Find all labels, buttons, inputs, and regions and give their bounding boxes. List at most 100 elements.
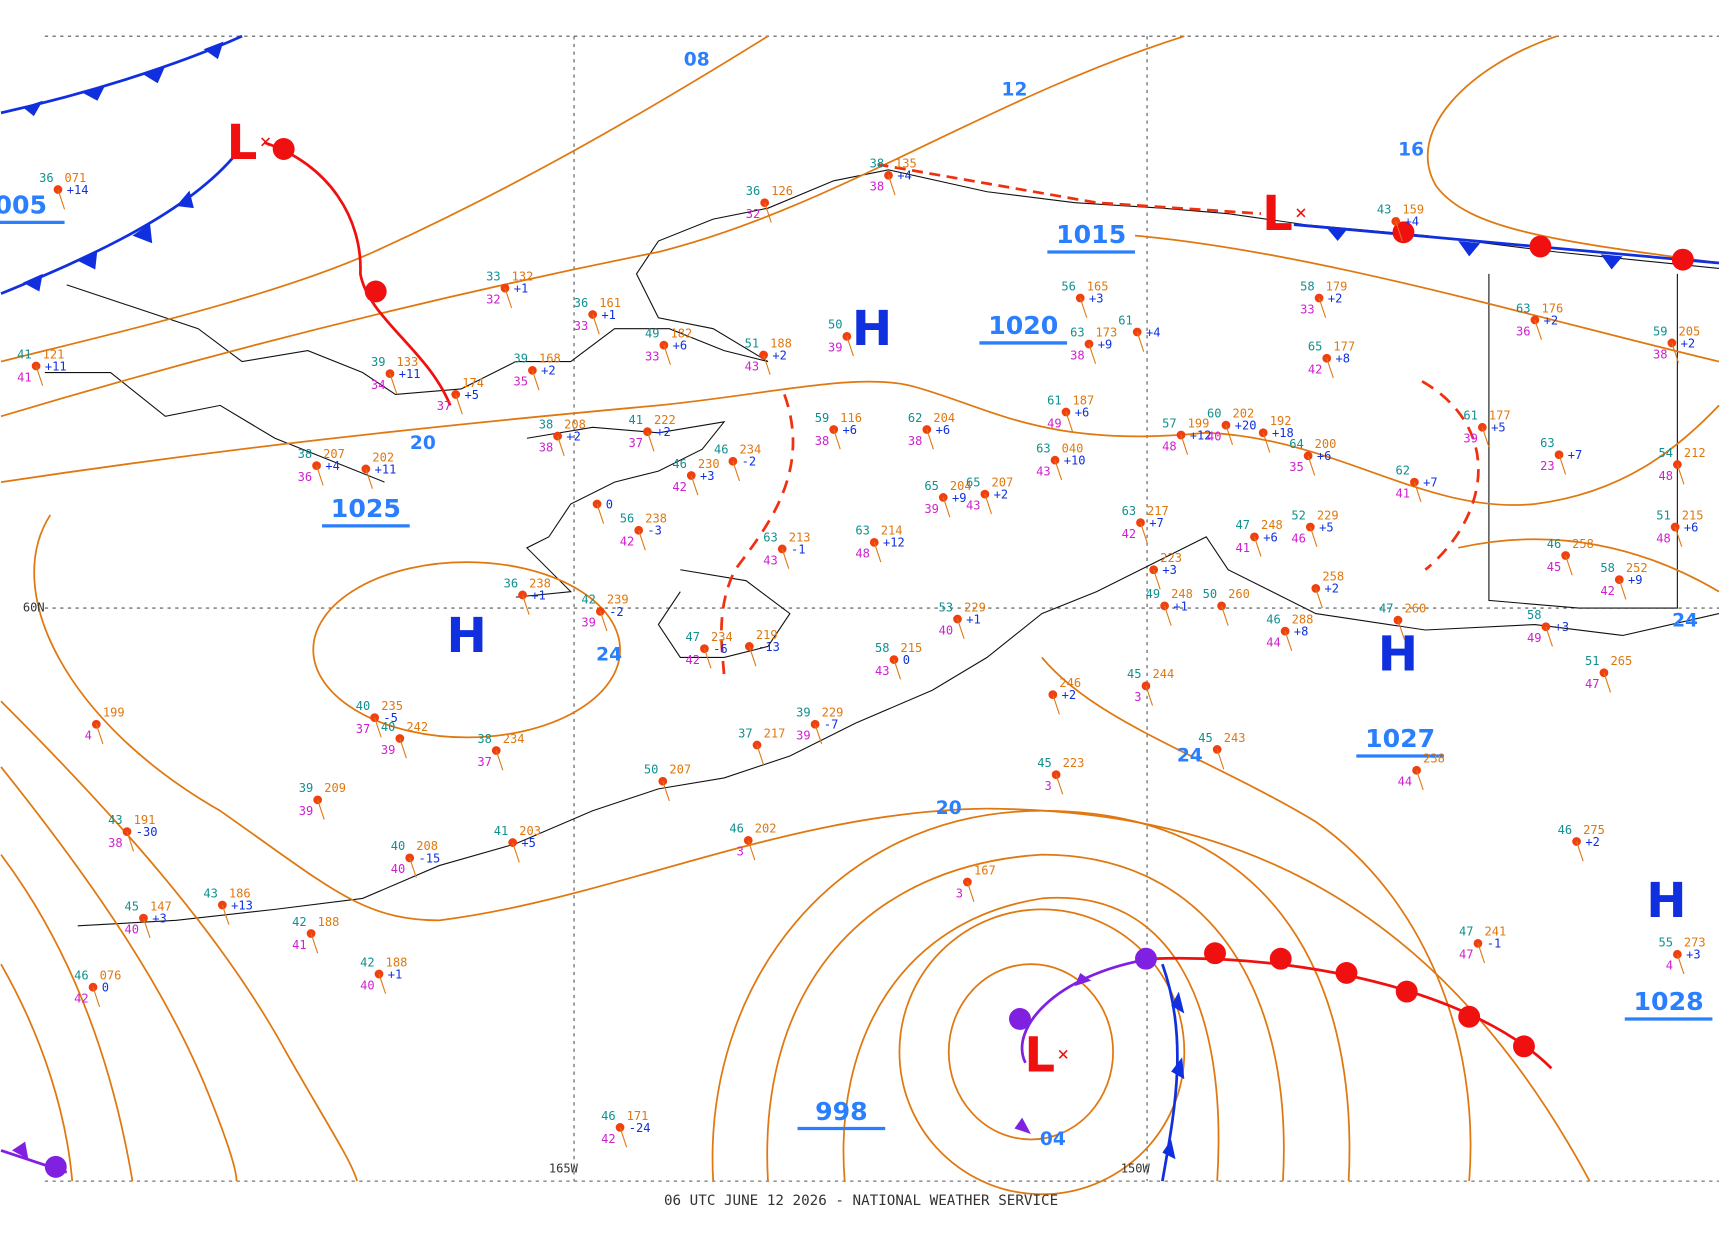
pressure: 202 bbox=[1233, 406, 1255, 420]
temperature: 65 bbox=[1308, 340, 1323, 354]
wind-barb bbox=[781, 548, 790, 569]
station: 246+2 bbox=[1048, 676, 1081, 715]
station: 63 173+9 38 bbox=[1070, 325, 1117, 364]
wind-barb bbox=[1065, 411, 1074, 432]
station: 36 161+1 33 bbox=[574, 296, 621, 335]
dewpoint: 43 bbox=[745, 359, 760, 373]
station-marker bbox=[1530, 315, 1540, 325]
pressure: 116 bbox=[840, 411, 862, 425]
dewpoint: 39 bbox=[1463, 432, 1478, 446]
station: 39 133+11 34 bbox=[371, 355, 420, 394]
temperature: 46 bbox=[672, 457, 687, 471]
wind-barb bbox=[512, 842, 520, 863]
pressure-change: +11 bbox=[375, 462, 397, 476]
station-marker bbox=[1473, 938, 1483, 948]
temperature: 57 bbox=[1162, 416, 1177, 430]
station: 192+18 bbox=[1258, 414, 1294, 453]
pressure: 234 bbox=[711, 630, 733, 644]
temperature: 39 bbox=[299, 781, 314, 795]
station: 65 177+8 42 bbox=[1308, 340, 1355, 379]
station: 46 202 3 bbox=[729, 822, 777, 861]
station: 47 234-6 42 bbox=[686, 630, 733, 669]
wind-barb bbox=[1671, 342, 1679, 363]
temperature: 38 bbox=[477, 732, 492, 746]
pressure: 199 bbox=[1188, 416, 1210, 430]
dewpoint: 35 bbox=[1289, 460, 1304, 474]
pressure-change: +8 bbox=[1294, 624, 1309, 638]
station: 42 239-2 39 bbox=[581, 593, 629, 632]
wind-barb bbox=[504, 287, 513, 309]
dewpoint: 39 bbox=[381, 743, 396, 757]
station: 36 071+14 bbox=[39, 171, 89, 210]
pressure-change: +7 bbox=[1149, 516, 1164, 530]
temperature: 37 bbox=[738, 726, 753, 740]
temperature: 59 bbox=[815, 411, 830, 425]
station-marker bbox=[1410, 477, 1419, 487]
isobar-label: 08 bbox=[684, 50, 710, 71]
station: 40 235-5 37 bbox=[356, 699, 403, 738]
pressure-change: +2 bbox=[1325, 582, 1340, 596]
pressure: 177 bbox=[1489, 409, 1511, 423]
dewpoint: 40 bbox=[1207, 429, 1222, 443]
station-marker bbox=[1672, 949, 1682, 959]
pressure: 215 bbox=[901, 641, 923, 655]
temperature: 45 bbox=[125, 899, 140, 913]
wind-barb bbox=[531, 370, 540, 391]
pressure: 248 bbox=[1261, 518, 1283, 532]
station: 45 244 3 bbox=[1127, 667, 1174, 706]
station: 51 188+2 43 bbox=[745, 336, 792, 375]
pressure: 192 bbox=[1270, 414, 1292, 428]
labels: 60N 165W 150W 06 UTC JUNE 12 2026 - NATI… bbox=[23, 600, 1151, 1209]
isobar-label: 16 bbox=[1398, 140, 1424, 161]
pressure: 238 bbox=[1423, 752, 1445, 766]
wind-barb bbox=[1079, 297, 1088, 318]
pressure: 204 bbox=[933, 411, 955, 425]
pressure: 199 bbox=[103, 706, 125, 720]
pressure-change: +1 bbox=[514, 282, 529, 296]
pressure-change: +3 bbox=[1089, 291, 1104, 305]
wind-barb bbox=[374, 717, 382, 738]
dewpoint: 32 bbox=[746, 207, 761, 221]
dewpoint: 39 bbox=[299, 804, 314, 818]
center-symbol: L bbox=[227, 115, 258, 171]
pressure-change: +5 bbox=[1319, 520, 1334, 534]
center-symbol: L bbox=[1262, 186, 1293, 242]
dewpoint: 33 bbox=[1300, 302, 1315, 316]
temperature: 46 bbox=[1266, 612, 1281, 626]
temperature: 58 bbox=[1600, 561, 1615, 575]
dewpoint: 42 bbox=[74, 992, 89, 1006]
station: 56 165+3 bbox=[1061, 279, 1109, 318]
temperature: 42 bbox=[581, 593, 596, 607]
temperature: 38 bbox=[539, 417, 554, 431]
wind-barb bbox=[1326, 358, 1334, 379]
dewpoint: 34 bbox=[371, 378, 386, 392]
temperature: 51 bbox=[745, 336, 760, 350]
station: 46 230+3 42 bbox=[672, 457, 720, 496]
pressure: 229 bbox=[1317, 508, 1339, 522]
pressure-change: -1 bbox=[791, 542, 806, 556]
pressure-change: +6 bbox=[936, 423, 951, 437]
station: 238 44 bbox=[1398, 752, 1445, 791]
station-marker bbox=[1667, 338, 1677, 348]
pressure: 241 bbox=[1485, 925, 1507, 939]
wind-barb bbox=[846, 336, 854, 357]
pressure: 265 bbox=[1611, 654, 1633, 668]
temperature: 65 bbox=[924, 479, 939, 493]
station: 36 126 32 bbox=[746, 184, 793, 223]
wind-barb bbox=[126, 831, 135, 852]
temperature: 49 bbox=[1146, 587, 1161, 601]
center-pressure: 005 bbox=[0, 191, 47, 220]
temperature: 63 bbox=[855, 524, 870, 538]
station: 41 222+2 37 bbox=[629, 413, 676, 452]
station-marker bbox=[553, 431, 562, 441]
wind-barb bbox=[317, 799, 325, 820]
pressure: 121 bbox=[43, 347, 65, 361]
dewpoint: 4 bbox=[85, 729, 92, 743]
wind-barb bbox=[1397, 619, 1406, 641]
temperature: 51 bbox=[1656, 508, 1671, 522]
pressure: 258 bbox=[1322, 570, 1344, 584]
pressure: 179 bbox=[1326, 279, 1348, 293]
wind-barb bbox=[1145, 685, 1154, 706]
wind-barb bbox=[92, 987, 101, 1008]
